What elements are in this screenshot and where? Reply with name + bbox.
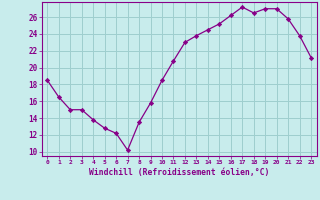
X-axis label: Windchill (Refroidissement éolien,°C): Windchill (Refroidissement éolien,°C) — [89, 168, 269, 177]
